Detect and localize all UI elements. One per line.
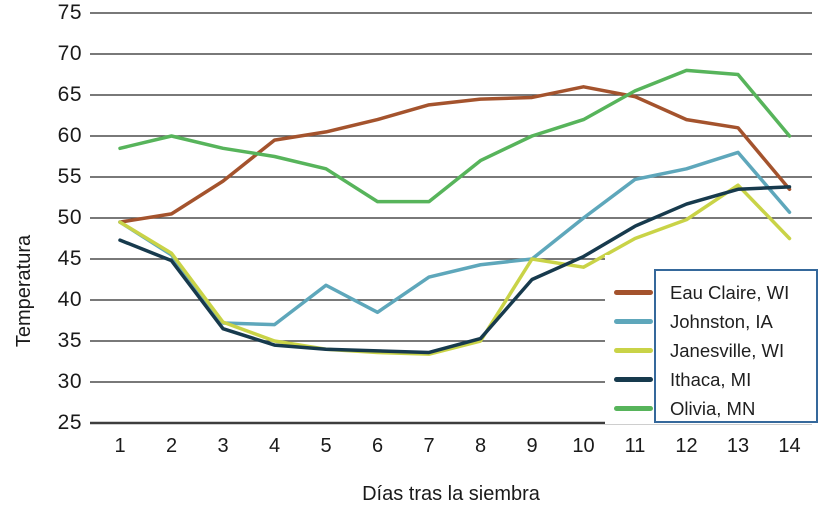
- x-tick-label: 11: [624, 435, 646, 457]
- y-tick-label: 70: [57, 42, 82, 65]
- legend-item: Olivia, MN: [605, 394, 818, 423]
- y-tick-label: 60: [57, 124, 82, 147]
- legend-swatch-line-icon: [614, 319, 653, 324]
- series-line-johnston-ia: [118, 150, 792, 327]
- y-tick-label: 35: [57, 329, 82, 352]
- legend-label: Johnston, IA: [670, 310, 773, 332]
- legend-item: Eau Claire, WI: [605, 278, 818, 307]
- x-tick-label: 5: [320, 435, 332, 457]
- legend-swatch-line-icon: [614, 290, 653, 295]
- x-tick-label: 9: [526, 435, 538, 457]
- x-tick-label: 13: [726, 435, 750, 457]
- y-tick-label: 75: [57, 1, 82, 24]
- legend-label: Olivia, MN: [670, 397, 756, 419]
- y-tick-label: 50: [57, 206, 82, 229]
- x-tick-label: 3: [217, 435, 229, 457]
- x-tick-label: 7: [423, 435, 435, 457]
- x-tick-label: 14: [778, 435, 801, 457]
- x-tick-label: 1: [114, 435, 126, 457]
- x-tick-label: 12: [675, 435, 698, 457]
- y-tick-label: 65: [57, 83, 82, 106]
- y-tick-label: 30: [57, 370, 82, 393]
- y-axis-ticks: 25 30 35 40 45 50 55 60 65 70 75: [34, 0, 82, 518]
- y-tick-label: 55: [57, 165, 82, 188]
- x-tick-label: 4: [268, 435, 281, 457]
- series-line-olivia-mn: [118, 68, 792, 204]
- legend-item: Johnston, IA: [605, 307, 818, 336]
- legend: Eau Claire, WI Johnston, IA Janesville, …: [605, 255, 818, 424]
- legend-label: Ithaca, MI: [670, 368, 752, 390]
- legend-swatch-line-icon: [614, 406, 653, 411]
- x-axis-label: Días tras la siembra: [362, 483, 540, 505]
- y-tick-label: 25: [57, 411, 82, 434]
- legend-item: Janesville, WI: [605, 336, 818, 365]
- legend-swatch-line-icon: [614, 377, 653, 382]
- series-line-janesville-wi: [118, 183, 792, 356]
- legend-label: Janesville, WI: [670, 339, 785, 361]
- x-tick-label: 6: [371, 435, 384, 457]
- y-tick-label: 45: [57, 247, 82, 270]
- y-tick-label: 40: [57, 288, 82, 311]
- series-line-ithaca-mi: [118, 185, 792, 355]
- legend-item: Ithaca, MI: [605, 365, 818, 394]
- x-tick-label: 10: [572, 435, 595, 457]
- series-line-eau-claire-wi: [118, 85, 792, 224]
- legend-border-box: [654, 269, 818, 423]
- legend-swatch-line-icon: [614, 348, 653, 353]
- legend-rows: Eau Claire, WI Johnston, IA Janesville, …: [605, 278, 818, 423]
- x-tick-label: 2: [165, 435, 178, 457]
- legend-label: Eau Claire, WI: [670, 281, 790, 303]
- x-axis-ticks: 1 2 3 4 5 6 7 8 9 10 11 12 13 14: [0, 433, 836, 459]
- x-tick-label: 8: [474, 435, 487, 457]
